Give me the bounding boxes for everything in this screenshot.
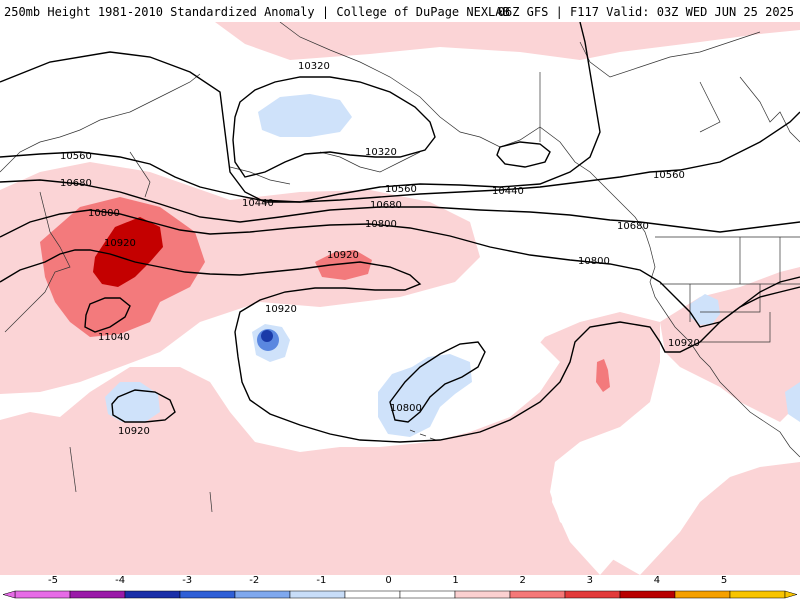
contour-label: 10920 bbox=[118, 426, 150, 437]
contour-label: 10680 bbox=[370, 200, 402, 211]
colorbar-tick-label: 2 bbox=[519, 575, 526, 586]
colorbar-min-arrow bbox=[2, 590, 16, 599]
positive-anomaly-strong bbox=[93, 217, 163, 287]
colorbar-segment bbox=[564, 590, 621, 599]
contour-label: 10680 bbox=[617, 221, 649, 232]
contour-label: 10560 bbox=[385, 184, 417, 195]
colorbar-segment bbox=[509, 590, 566, 599]
contour-label: 10440 bbox=[492, 186, 524, 197]
colorbar-tick-label: -1 bbox=[316, 575, 327, 586]
colorbar-tick-label: 3 bbox=[586, 575, 593, 586]
colorbar-svg bbox=[2, 590, 798, 599]
colorbar-segment bbox=[234, 590, 291, 599]
colorbar-segment bbox=[124, 590, 181, 599]
valid-time-label: 06Z GFS | F117 Valid: 03Z WED JUN 25 202… bbox=[497, 5, 794, 19]
height-contours bbox=[0, 22, 800, 443]
contour-label: 10920 bbox=[104, 238, 136, 249]
colorbar-tick-label: -4 bbox=[115, 575, 126, 586]
colorbar-max-arrow bbox=[784, 590, 798, 599]
colorbar-tick-label: 4 bbox=[653, 575, 661, 586]
coastlines bbox=[0, 22, 800, 513]
colorbar-tick-label: 0 bbox=[385, 575, 392, 586]
colorbar-segment bbox=[289, 590, 346, 599]
colorbar-tick-label: 5 bbox=[720, 575, 728, 586]
colorbar-segment bbox=[179, 590, 236, 599]
contour-label: 10440 bbox=[242, 198, 274, 209]
map-title: 250mb Height 1981-2010 Standardized Anom… bbox=[4, 5, 510, 19]
contour-label: 10800 bbox=[365, 219, 397, 230]
map-header: 250mb Height 1981-2010 Standardized Anom… bbox=[0, 0, 800, 22]
negative-anomaly-light bbox=[105, 94, 800, 437]
contour-labels: 10320 10320 10560 10560 10560 10440 1044… bbox=[60, 61, 700, 437]
map-canvas: 10320 10320 10560 10560 10560 10440 1044… bbox=[0, 22, 800, 575]
colorbar-segment bbox=[399, 590, 456, 599]
contour-label: 10320 bbox=[365, 147, 397, 158]
contour-label: 10800 bbox=[578, 256, 610, 267]
colorbar-tick-label: -3 bbox=[182, 575, 193, 586]
colorbar-segment bbox=[674, 590, 731, 599]
colorbar-segment bbox=[619, 590, 676, 599]
contour-label: 10920 bbox=[327, 250, 359, 261]
contour-label: 10800 bbox=[88, 208, 120, 219]
contour-label: 10680 bbox=[60, 178, 92, 189]
colorbar-segment bbox=[14, 590, 71, 599]
contour-label: 11040 bbox=[98, 332, 130, 343]
colorbar-segment bbox=[69, 590, 126, 599]
contour-label: 10560 bbox=[60, 151, 92, 162]
colorbar-tick-label: 1 bbox=[452, 575, 459, 586]
contour-label: 10920 bbox=[668, 338, 700, 349]
colorbar-segments bbox=[2, 590, 798, 599]
colorbar-tick-label: -5 bbox=[48, 575, 58, 586]
colorbar-segment bbox=[344, 590, 401, 599]
contour-label: 10800 bbox=[390, 403, 422, 414]
colorbar-tick-label: -2 bbox=[249, 575, 260, 586]
colorbar-segment bbox=[454, 590, 511, 599]
contour-label: 10920 bbox=[265, 304, 297, 315]
contour-label: 10560 bbox=[653, 170, 685, 181]
negative-anomaly-strong bbox=[257, 329, 279, 351]
anomaly-map: 10320 10320 10560 10560 10560 10440 1044… bbox=[0, 22, 800, 575]
contour-label: 10320 bbox=[298, 61, 330, 72]
colorbar-segment bbox=[729, 590, 786, 599]
anomaly-colorbar: -5 -4 -3 -2 -1 0 1 2 3 4 5 bbox=[0, 575, 800, 600]
